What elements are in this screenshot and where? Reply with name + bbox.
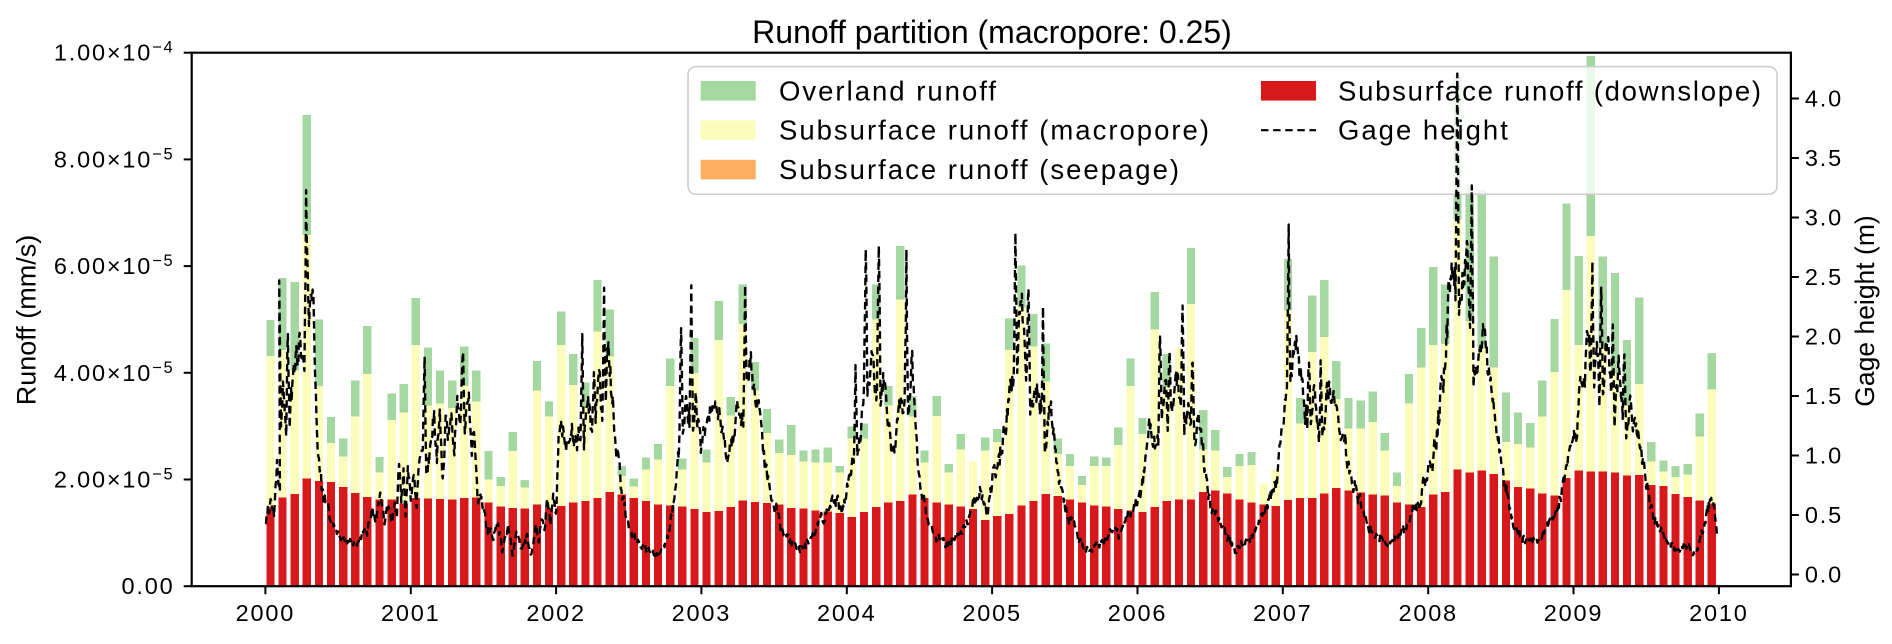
svg-text:2001: 2001 [381, 600, 440, 626]
svg-text:2006: 2006 [1108, 600, 1167, 626]
svg-text:1.00×10−4: 1.00×10−4 [54, 39, 175, 66]
svg-text:2010: 2010 [1689, 600, 1748, 626]
svg-text:0.0: 0.0 [1805, 562, 1843, 588]
svg-text:2002: 2002 [526, 600, 585, 626]
svg-text:2.0: 2.0 [1805, 324, 1843, 350]
svg-text:2007: 2007 [1253, 600, 1312, 626]
svg-text:2008: 2008 [1398, 600, 1457, 626]
svg-text:0.5: 0.5 [1805, 502, 1843, 528]
svg-text:3.5: 3.5 [1805, 145, 1843, 171]
svg-text:4.0: 4.0 [1805, 86, 1843, 112]
svg-text:0.00: 0.00 [122, 573, 175, 599]
svg-text:Gage height: Gage height [1338, 115, 1510, 146]
svg-text:3.0: 3.0 [1805, 205, 1843, 231]
svg-text:2.5: 2.5 [1805, 264, 1843, 290]
svg-text:2004: 2004 [817, 600, 876, 626]
svg-text:1.5: 1.5 [1805, 383, 1843, 409]
svg-text:Subsurface runoff (downslope): Subsurface runoff (downslope) [1338, 75, 1763, 106]
svg-text:Subsurface runoff (seepage): Subsurface runoff (seepage) [779, 154, 1181, 185]
svg-text:2005: 2005 [962, 600, 1021, 626]
svg-text:Subsurface runoff (macropore): Subsurface runoff (macropore) [779, 115, 1211, 146]
svg-text:Gage height (m): Gage height (m) [1850, 215, 1880, 406]
svg-text:2000: 2000 [236, 600, 295, 626]
svg-text:1.0: 1.0 [1805, 443, 1843, 469]
svg-text:Runoff partition (macropore: 0: Runoff partition (macropore: 0.25) [752, 14, 1232, 50]
svg-text:2009: 2009 [1544, 600, 1603, 626]
svg-text:2003: 2003 [672, 600, 731, 626]
svg-text:Runoff (mm/s): Runoff (mm/s) [12, 235, 42, 406]
svg-text:Overland runoff: Overland runoff [779, 75, 998, 106]
